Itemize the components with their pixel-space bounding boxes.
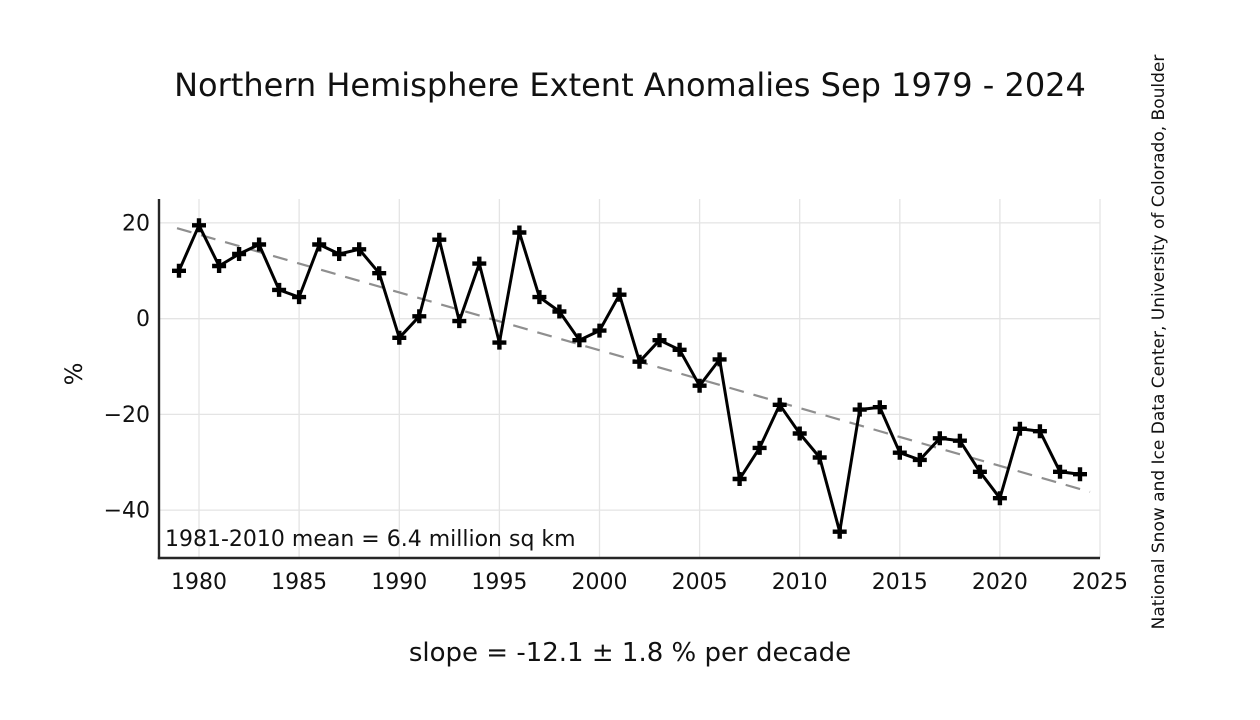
x-tick-labels: 1980 1985 1990 1995 2000 2005 2010 2015 2020 2025 bbox=[171, 570, 1128, 595]
svg-text:1995: 1995 bbox=[471, 570, 527, 595]
svg-text:1985: 1985 bbox=[271, 570, 327, 595]
svg-text:2020: 2020 bbox=[972, 570, 1028, 595]
svg-text:2015: 2015 bbox=[872, 570, 928, 595]
credit-text: National Snow and Ice Data Center, Unive… bbox=[1149, 54, 1169, 630]
svg-text:0: 0 bbox=[136, 307, 150, 332]
svg-text:2025: 2025 bbox=[1072, 570, 1128, 595]
slope-caption: slope = -12.1 ± 1.8 % per decade bbox=[408, 638, 852, 668]
svg-text:1980: 1980 bbox=[171, 570, 227, 595]
svg-text:20: 20 bbox=[122, 211, 150, 236]
svg-text:2000: 2000 bbox=[572, 570, 628, 595]
axis-spines bbox=[157, 199, 1100, 560]
gridlines bbox=[159, 199, 1101, 558]
chart-title: Northern Hemisphere Extent Anomalies Sep… bbox=[174, 66, 1086, 104]
svg-text:−40: −40 bbox=[104, 499, 150, 524]
y-tick-labels: 20 0 −20 −40 bbox=[104, 211, 150, 523]
data-series-line bbox=[177, 223, 1082, 534]
data-point-markers bbox=[172, 218, 1087, 539]
mean-annotation: 1981-2010 mean = 6.4 million sq km bbox=[165, 527, 576, 552]
svg-text:−20: −20 bbox=[104, 403, 150, 428]
svg-text:2005: 2005 bbox=[672, 570, 728, 595]
svg-text:1990: 1990 bbox=[371, 570, 427, 595]
svg-text:2010: 2010 bbox=[772, 570, 828, 595]
